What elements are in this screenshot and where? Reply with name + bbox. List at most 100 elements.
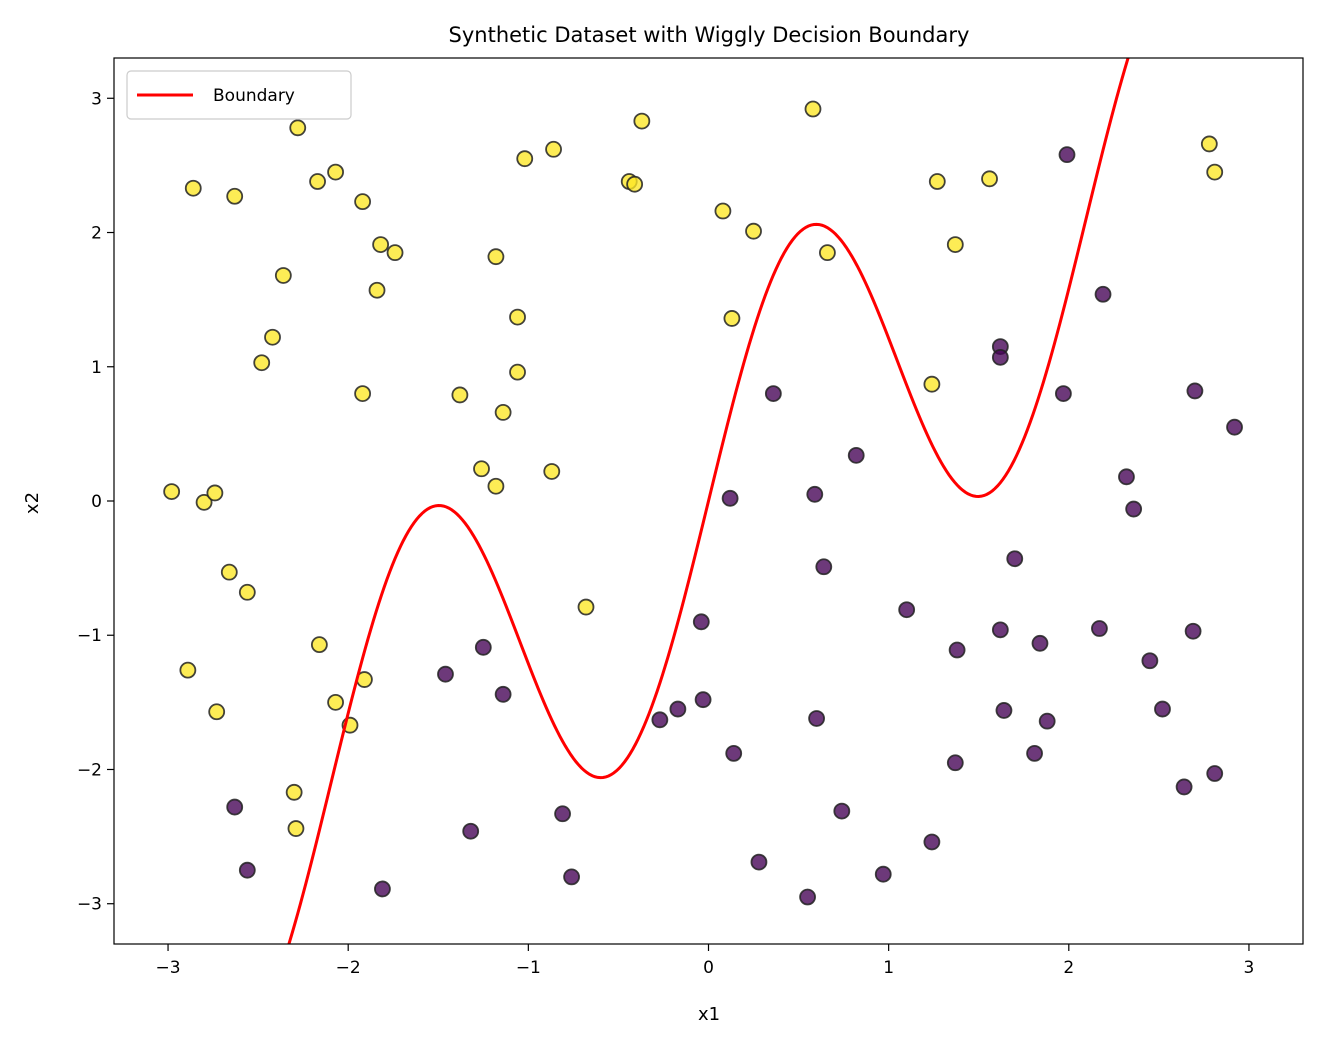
point-above — [309, 173, 326, 190]
point-above — [238, 583, 256, 601]
point-below — [991, 621, 1009, 639]
point-above — [264, 328, 281, 346]
point-below — [806, 485, 824, 503]
point-below — [995, 702, 1013, 719]
point-below — [1058, 146, 1076, 164]
point-below — [1154, 700, 1171, 718]
point-below — [833, 802, 851, 820]
point-above — [327, 693, 344, 711]
point-above — [494, 403, 512, 421]
point-above — [289, 119, 307, 137]
point-above — [509, 363, 526, 381]
point-below — [815, 558, 833, 576]
point-below — [694, 691, 712, 709]
point-below — [669, 700, 687, 718]
x-tick-label: 3 — [1244, 958, 1255, 978]
point-below — [721, 489, 739, 507]
y-tick-label: 3 — [91, 89, 102, 109]
point-below — [1091, 620, 1108, 637]
x-tick-label: −1 — [516, 958, 541, 978]
point-above — [206, 484, 224, 502]
point-below — [494, 685, 512, 703]
point-below — [764, 385, 782, 403]
y-axis-title: x2 — [22, 492, 43, 514]
point-above — [274, 267, 292, 284]
point-below — [1175, 778, 1193, 796]
y-tick-label: −3 — [77, 895, 102, 915]
point-above — [487, 248, 505, 266]
y-tick-label: −1 — [77, 626, 102, 646]
point-below — [1184, 622, 1202, 640]
point-above — [1206, 163, 1224, 181]
point-above — [208, 703, 226, 721]
legend: Boundary — [126, 70, 352, 120]
point-above — [226, 187, 244, 205]
y-tick-label: 2 — [91, 224, 102, 244]
point-above — [163, 483, 181, 501]
point-above — [626, 175, 644, 193]
x-tick-label: 1 — [883, 958, 894, 978]
point-below — [948, 641, 966, 659]
point-above — [372, 236, 390, 253]
point-below — [1226, 418, 1243, 436]
point-above — [310, 636, 328, 654]
point-above — [354, 193, 372, 211]
chart-title: Synthetic Dataset with Wiggly Decision B… — [449, 23, 970, 47]
point-above — [354, 385, 372, 403]
point-above — [545, 140, 562, 158]
point-below — [1026, 744, 1043, 762]
point-below — [651, 711, 669, 729]
x-tick-label: −2 — [336, 958, 361, 978]
x-axis: −3 −2 −1 0 1 2 3 — [156, 944, 1255, 978]
point-above — [543, 463, 561, 480]
point-above — [516, 150, 534, 168]
boundary-line — [287, 58, 1130, 944]
legend-box — [126, 70, 352, 120]
point-below — [462, 822, 480, 840]
point-below — [847, 446, 865, 464]
point-below — [923, 833, 941, 851]
point-above — [327, 163, 344, 181]
point-below — [692, 613, 710, 631]
point-above — [1200, 135, 1218, 153]
point-above — [285, 783, 303, 801]
plot-area — [113, 57, 1304, 945]
point-below — [1038, 712, 1056, 730]
point-below — [238, 861, 256, 879]
point-above — [509, 308, 526, 326]
point-below — [808, 710, 825, 727]
point-above — [179, 661, 197, 679]
point-below — [1141, 652, 1159, 670]
x-tick-label: 2 — [1063, 958, 1074, 978]
point-below — [1206, 765, 1224, 782]
point-above — [487, 477, 505, 495]
point-above — [287, 820, 305, 837]
point-above — [804, 100, 822, 118]
point-above — [928, 173, 946, 190]
y-tick-label: 0 — [91, 492, 102, 512]
point-above — [195, 493, 213, 511]
point-above — [981, 170, 998, 188]
point-below — [226, 798, 244, 816]
y-tick-label: −2 — [77, 760, 102, 780]
point-above — [946, 236, 964, 253]
points-layer — [163, 100, 1243, 906]
x-tick-label: −3 — [156, 958, 181, 978]
x-tick-label: 0 — [703, 958, 714, 978]
point-below — [946, 754, 964, 772]
point-below — [1054, 385, 1072, 403]
point-above — [745, 222, 762, 240]
point-above — [451, 386, 469, 404]
point-below — [1031, 634, 1049, 652]
point-above — [633, 112, 651, 130]
y-tick-label: 1 — [91, 358, 102, 378]
point-above — [923, 375, 941, 393]
point-below — [1186, 382, 1204, 400]
y-axis: −3 −2 −1 0 1 2 3 — [77, 89, 114, 915]
point-above — [386, 244, 404, 262]
point-below — [750, 853, 768, 871]
point-below — [563, 868, 580, 886]
point-above — [253, 354, 271, 372]
